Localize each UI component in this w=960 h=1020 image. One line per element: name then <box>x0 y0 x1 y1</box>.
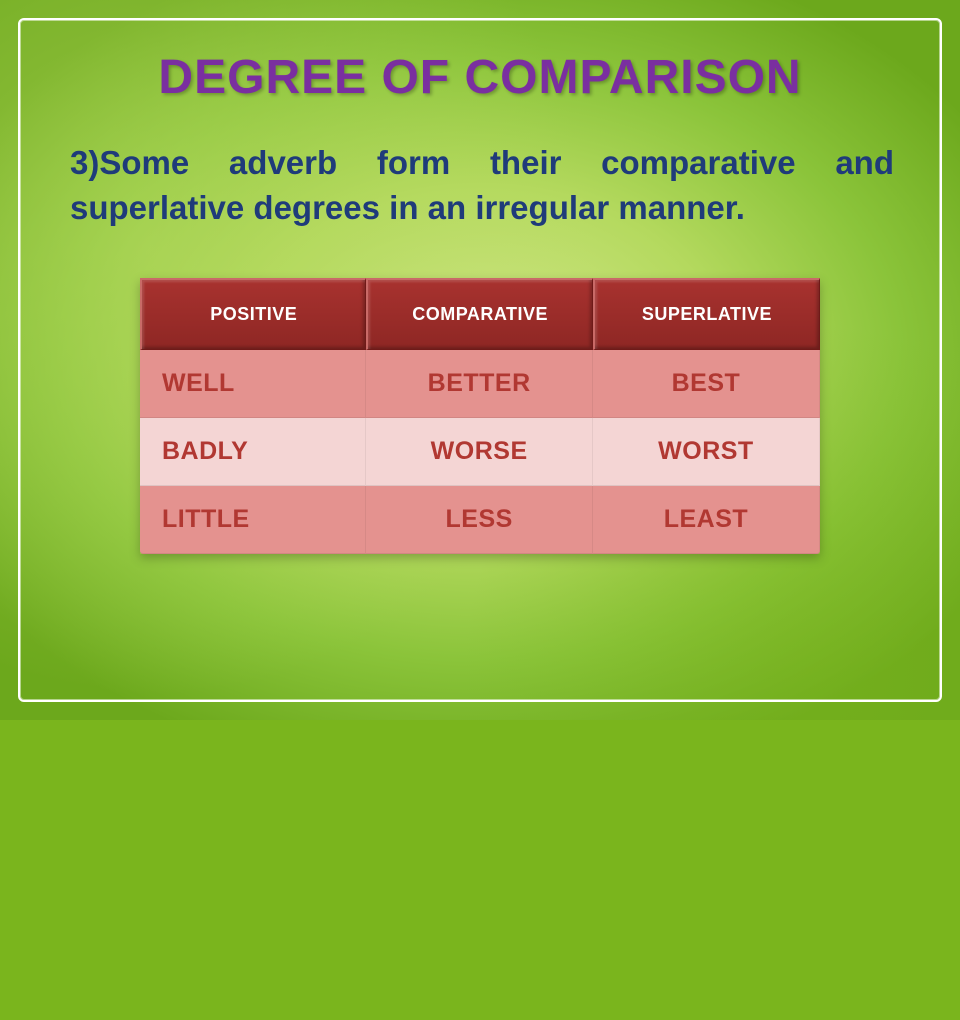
table-header-row: POSITIVE COMPARATIVE SUPERLATIVE <box>140 278 820 350</box>
cell: BEST <box>593 350 820 418</box>
table-container: POSITIVE COMPARATIVE SUPERLATIVE WELL BE… <box>60 278 900 554</box>
page-title: DEGREE OF COMPARISON <box>60 50 900 105</box>
cell: LEAST <box>593 486 820 554</box>
col-superlative: SUPERLATIVE <box>593 278 820 350</box>
cell: LESS <box>366 486 592 554</box>
slide-content: DEGREE OF COMPARISON 3)Some adverb form … <box>0 0 960 720</box>
subtitle-text: 3)Some adverb form their comparative and… <box>60 141 900 230</box>
table-row: LITTLE LESS LEAST <box>140 486 820 554</box>
cell: WORST <box>593 418 820 486</box>
comparison-table: POSITIVE COMPARATIVE SUPERLATIVE WELL BE… <box>140 278 820 554</box>
col-comparative: COMPARATIVE <box>366 278 592 350</box>
cell: BETTER <box>366 350 592 418</box>
cell: WORSE <box>366 418 592 486</box>
table-row: WELL BETTER BEST <box>140 350 820 418</box>
table-row: BADLY WORSE WORST <box>140 418 820 486</box>
cell: BADLY <box>140 418 366 486</box>
cell: LITTLE <box>140 486 366 554</box>
cell: WELL <box>140 350 366 418</box>
col-positive: POSITIVE <box>140 278 366 350</box>
